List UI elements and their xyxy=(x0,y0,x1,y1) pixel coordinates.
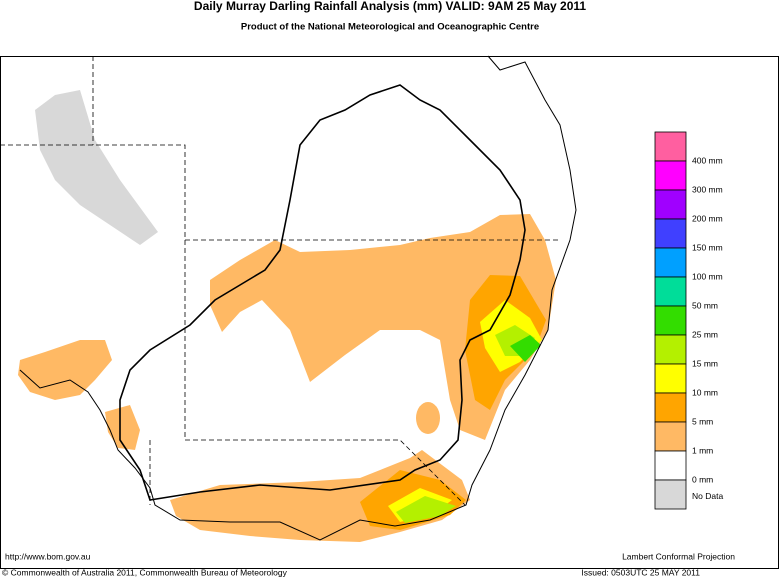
url: http://www.bom.gov.au xyxy=(5,551,91,561)
title: Daily Murray Darling Rainfall Analysis (… xyxy=(194,0,586,13)
legend-label: 400 mm xyxy=(692,155,723,165)
rain-1mm-west xyxy=(18,340,112,400)
legend-swatch xyxy=(654,334,687,365)
legend-swatch xyxy=(654,392,687,423)
rain-15mm-south xyxy=(396,496,456,523)
legend-label: 0 mm xyxy=(692,474,713,484)
legend-swatch xyxy=(654,305,687,336)
legend-label: 300 mm xyxy=(692,184,723,194)
no-data-area xyxy=(35,90,158,245)
legend-label: 150 mm xyxy=(692,242,723,252)
rain-1mm-patch xyxy=(416,402,440,434)
legend-label: 1 mm xyxy=(692,445,713,455)
legend-label: 25 mm xyxy=(692,329,718,339)
state-border xyxy=(0,56,560,506)
legend-label: 15 mm xyxy=(692,358,718,368)
legend-swatch xyxy=(654,479,687,510)
legend-swatch xyxy=(654,160,687,191)
rain-1mm xyxy=(210,214,556,440)
legend: 400 mm 300 mm 200 mm 150 mm 100 mm 50 mm 25 mm… xyxy=(654,131,723,510)
copyright: © Commonwealth of Australia 2011, Common… xyxy=(2,567,288,577)
projection: Lambert Conformal Projection xyxy=(622,551,735,561)
legend-label: 200 mm xyxy=(692,213,723,223)
legend-swatch xyxy=(654,131,687,162)
legend-swatch xyxy=(654,276,687,307)
legend-label: No Data xyxy=(692,491,723,501)
legend-label: 5 mm xyxy=(692,416,713,426)
legend-swatch xyxy=(654,363,687,394)
legend-label: 10 mm xyxy=(692,387,718,397)
issued: Issued: 0503UTC 25 MAY 2011 xyxy=(581,567,700,577)
rain-1mm-patch xyxy=(317,304,353,332)
subtitle: Product of the National Meteorological a… xyxy=(241,22,539,33)
basin-boundary xyxy=(119,84,526,501)
legend-swatch xyxy=(654,218,687,249)
legend-swatch xyxy=(654,450,687,481)
legend-label: 100 mm xyxy=(692,271,723,281)
legend-swatch xyxy=(654,189,687,220)
legend-swatch xyxy=(654,247,687,278)
rain-25mm xyxy=(510,335,541,362)
legend-swatch xyxy=(654,421,687,452)
legend-label: 50 mm xyxy=(692,300,718,310)
map-layers xyxy=(0,55,577,542)
coastline xyxy=(19,55,577,541)
